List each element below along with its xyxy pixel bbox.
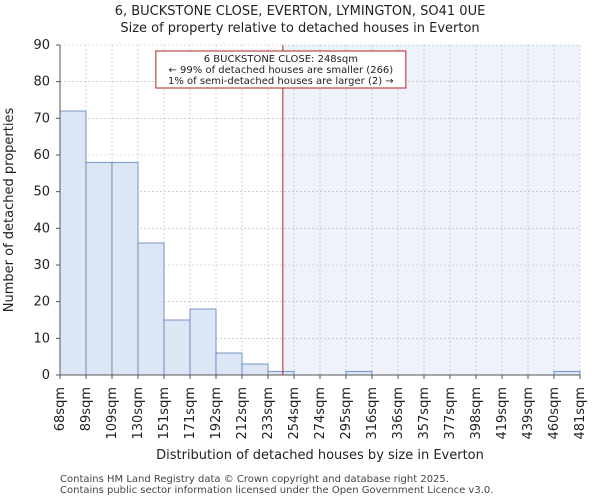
- annotation-line-1: 6 BUCKSTONE CLOSE: 248sqm: [204, 54, 358, 65]
- bar-151sqm: [163, 319, 191, 376]
- x-tick-label: 460sqm: [547, 387, 562, 440]
- x-tick-label: 357sqm: [417, 387, 432, 440]
- y-tick-label: 0: [42, 368, 50, 383]
- x-tick-label: 439sqm: [521, 387, 536, 440]
- annotation-line-3: 1% of semi-detached houses are larger (2…: [168, 76, 394, 87]
- bar-89sqm: [85, 161, 113, 376]
- x-tick-label: 316sqm: [365, 387, 380, 440]
- y-tick-label: 60: [33, 148, 50, 163]
- annotation-line-2: ← 99% of detached houses are smaller (26…: [168, 65, 393, 76]
- bar-171sqm: [189, 308, 217, 376]
- bar-233sqm: [267, 370, 295, 376]
- bar-295sqm: [345, 370, 373, 376]
- x-tick-label: 171sqm: [183, 387, 198, 440]
- x-tick-label: 377sqm: [443, 387, 458, 440]
- y-tick-label: 50: [33, 185, 50, 200]
- x-tick-label: 419sqm: [495, 387, 510, 440]
- bar-460sqm: [553, 370, 581, 376]
- y-tick-label: 80: [33, 75, 50, 90]
- footer-line-2: Contains public sector information licen…: [60, 485, 494, 496]
- bar-109sqm: [111, 161, 139, 376]
- y-tick-label: 90: [33, 38, 50, 53]
- y-tick-label: 10: [33, 331, 50, 346]
- bar-212sqm: [241, 363, 269, 376]
- y-tick-label: 30: [33, 258, 50, 273]
- x-tick-label: 212sqm: [235, 387, 250, 440]
- chart-title: 6, BUCKSTONE CLOSE, EVERTON, LYMINGTON, …: [114, 4, 486, 19]
- x-tick-label: 109sqm: [105, 387, 120, 440]
- x-tick-label: 89sqm: [79, 387, 94, 431]
- x-tick-label: 254sqm: [287, 387, 302, 440]
- y-tick-label: 20: [33, 295, 50, 310]
- x-tick-label: 192sqm: [209, 387, 224, 440]
- footer-line-1: Contains HM Land Registry data © Crown c…: [60, 474, 449, 485]
- x-axis-label: Distribution of detached houses by size …: [156, 448, 484, 463]
- y-axis-label: Number of detached properties: [2, 108, 17, 313]
- y-tick-label: 40: [33, 221, 50, 236]
- x-tick-label: 336sqm: [391, 387, 406, 440]
- bar-130sqm: [137, 242, 165, 376]
- annotation-box: [155, 50, 407, 89]
- x-tick-label: 398sqm: [469, 387, 484, 440]
- bar-68sqm: [59, 110, 87, 376]
- y-tick-label: 70: [33, 111, 50, 126]
- bar-192sqm: [215, 352, 243, 376]
- x-tick-label: 233sqm: [261, 387, 276, 440]
- x-tick-label: 274sqm: [313, 387, 328, 440]
- highlight-region: [282, 45, 580, 375]
- x-tick-label: 68sqm: [53, 387, 68, 431]
- x-tick-label: 481sqm: [573, 387, 588, 440]
- chart-subtitle: Size of property relative to detached ho…: [120, 21, 480, 36]
- x-tick-label: 130sqm: [131, 387, 146, 440]
- x-tick-label: 151sqm: [157, 387, 172, 440]
- x-tick-label: 295sqm: [339, 387, 354, 440]
